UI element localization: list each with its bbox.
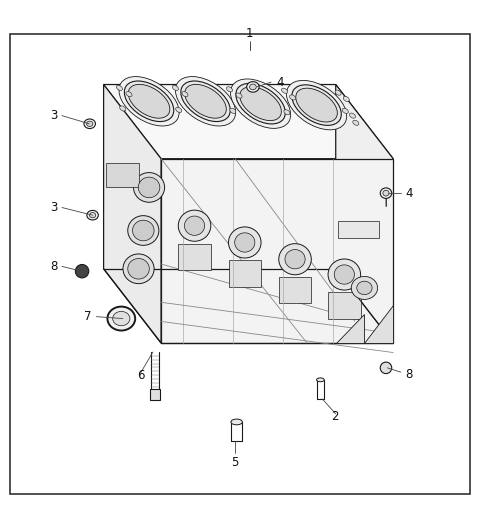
Text: 2: 2	[331, 410, 338, 423]
Text: 3: 3	[50, 109, 57, 122]
Ellipse shape	[126, 91, 132, 97]
Ellipse shape	[84, 119, 96, 128]
Ellipse shape	[86, 121, 93, 126]
Ellipse shape	[185, 84, 227, 118]
Text: 1: 1	[246, 27, 253, 40]
Ellipse shape	[281, 88, 288, 93]
Ellipse shape	[172, 86, 179, 90]
Ellipse shape	[343, 96, 349, 101]
Ellipse shape	[176, 107, 182, 112]
Ellipse shape	[231, 419, 242, 425]
FancyBboxPatch shape	[279, 277, 312, 304]
Ellipse shape	[128, 215, 159, 246]
Ellipse shape	[287, 80, 347, 130]
Text: 5: 5	[231, 456, 239, 469]
Ellipse shape	[230, 79, 291, 128]
Ellipse shape	[181, 81, 230, 121]
FancyBboxPatch shape	[328, 293, 360, 319]
Ellipse shape	[133, 173, 165, 202]
Circle shape	[75, 265, 89, 278]
Ellipse shape	[132, 220, 154, 241]
Ellipse shape	[236, 83, 285, 124]
FancyBboxPatch shape	[228, 260, 261, 287]
Text: 4: 4	[405, 187, 413, 200]
Ellipse shape	[113, 312, 130, 326]
Ellipse shape	[317, 378, 324, 382]
Polygon shape	[336, 314, 364, 343]
Ellipse shape	[124, 81, 174, 121]
Ellipse shape	[123, 254, 154, 284]
Text: 8: 8	[50, 260, 57, 273]
FancyBboxPatch shape	[338, 221, 379, 238]
Ellipse shape	[285, 250, 305, 269]
Ellipse shape	[383, 190, 389, 196]
Ellipse shape	[228, 227, 261, 258]
Ellipse shape	[230, 108, 236, 114]
Polygon shape	[161, 159, 393, 343]
Polygon shape	[106, 164, 140, 187]
Text: 8: 8	[405, 367, 412, 381]
Text: 3: 3	[50, 201, 57, 214]
Ellipse shape	[380, 188, 392, 199]
Ellipse shape	[351, 277, 378, 299]
Ellipse shape	[328, 259, 360, 290]
Ellipse shape	[353, 120, 359, 125]
Text: 4: 4	[276, 76, 283, 89]
Polygon shape	[336, 84, 393, 343]
Ellipse shape	[184, 216, 204, 235]
Ellipse shape	[87, 210, 98, 220]
FancyBboxPatch shape	[150, 389, 160, 400]
Ellipse shape	[227, 87, 232, 92]
FancyBboxPatch shape	[178, 243, 211, 270]
Ellipse shape	[289, 95, 296, 100]
Ellipse shape	[128, 259, 149, 279]
Ellipse shape	[235, 233, 255, 252]
Circle shape	[380, 362, 392, 374]
Ellipse shape	[120, 106, 126, 111]
Ellipse shape	[247, 82, 259, 92]
Ellipse shape	[284, 110, 290, 115]
Ellipse shape	[349, 113, 356, 118]
Ellipse shape	[250, 84, 256, 90]
Text: 6: 6	[137, 369, 144, 382]
Ellipse shape	[240, 87, 281, 120]
Ellipse shape	[182, 91, 188, 97]
Ellipse shape	[279, 243, 312, 275]
Ellipse shape	[296, 88, 337, 122]
Ellipse shape	[342, 108, 348, 114]
Ellipse shape	[292, 85, 341, 125]
Polygon shape	[364, 305, 393, 343]
Ellipse shape	[178, 210, 211, 241]
Polygon shape	[104, 84, 161, 343]
Ellipse shape	[357, 281, 372, 295]
Ellipse shape	[128, 84, 170, 118]
Ellipse shape	[138, 177, 160, 197]
Ellipse shape	[119, 77, 179, 126]
Ellipse shape	[108, 307, 135, 331]
Ellipse shape	[334, 265, 354, 284]
Ellipse shape	[116, 86, 122, 90]
Ellipse shape	[89, 213, 96, 218]
Ellipse shape	[236, 93, 242, 98]
Ellipse shape	[335, 90, 341, 95]
Text: 7: 7	[84, 310, 92, 323]
Polygon shape	[104, 84, 393, 159]
Ellipse shape	[175, 77, 236, 126]
